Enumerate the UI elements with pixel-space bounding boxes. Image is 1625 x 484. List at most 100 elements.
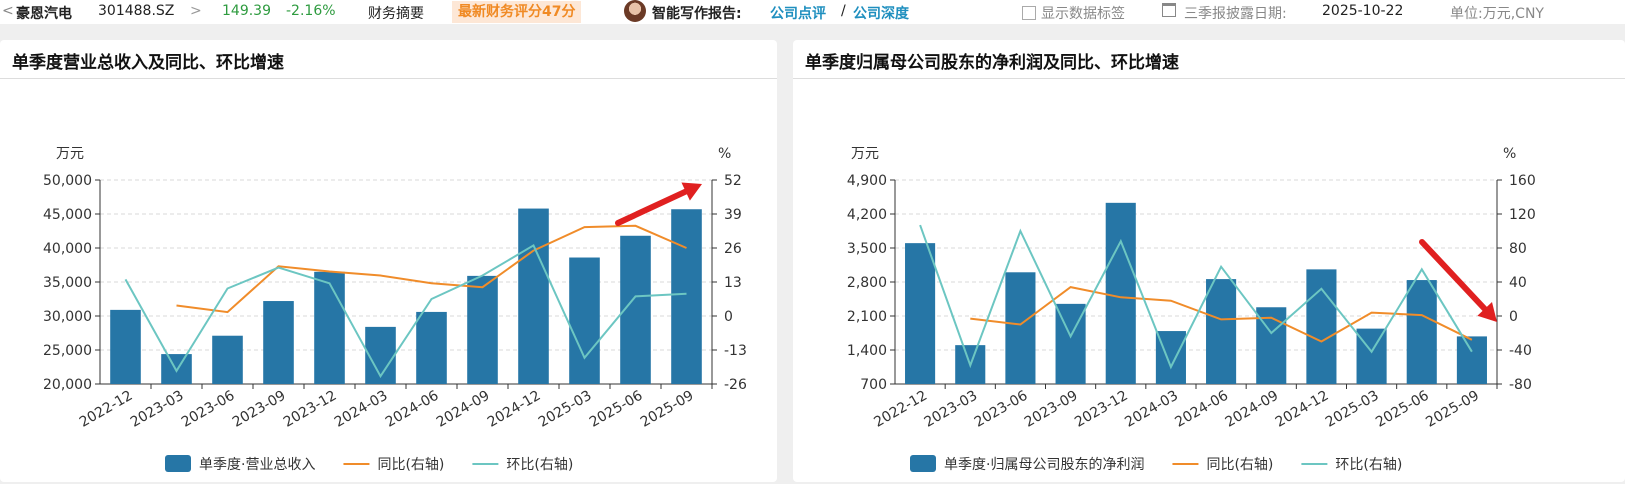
x-tick-label: 2023-09 xyxy=(1022,388,1081,431)
y-left-tick-label: 20,000 xyxy=(43,377,92,393)
y-right-tick-label: -40 xyxy=(1509,343,1532,359)
bar xyxy=(671,209,702,384)
legend-label: 单季度·归属母公司股东的净利润 xyxy=(944,456,1144,473)
bar xyxy=(467,275,498,384)
x-tick-label: 2025-06 xyxy=(1373,388,1432,431)
y-left-tick-label: 2,100 xyxy=(847,309,887,325)
profit-chart-panel: 单季度归属母公司股东的净利润及同比、环比增速 4,900 160 4,200 120 3… xyxy=(793,40,1625,482)
link-separator: / xyxy=(841,3,846,19)
y-left-tick-label: 4,200 xyxy=(847,207,887,223)
x-tick-label: 2023-03 xyxy=(128,388,187,431)
title-divider xyxy=(793,78,1625,79)
avatar xyxy=(624,0,646,22)
chart-title: 单季度营业总收入及同比、环比增速 xyxy=(12,53,284,73)
stock-price: 149.39 xyxy=(222,3,271,19)
x-tick-label: 2025-03 xyxy=(536,388,595,431)
y-right-tick-label: 120 xyxy=(1509,207,1536,223)
y-right-tick-label: 80 xyxy=(1509,241,1527,257)
y-right-tick-label: 160 xyxy=(1509,173,1536,189)
x-tick-label: 2023-03 xyxy=(922,388,981,431)
x-tick-label: 2023-06 xyxy=(972,388,1031,431)
y-right-tick-label: 13 xyxy=(724,275,742,291)
profit-chart: 4,900 160 4,200 120 3,500 80 2,800 40 2,100 0 1,40… xyxy=(847,146,1536,473)
yoy-line xyxy=(176,224,687,314)
bar xyxy=(1306,269,1337,384)
bar xyxy=(314,271,345,384)
x-tick-label: 2024-09 xyxy=(434,388,493,431)
y-right-unit: % xyxy=(718,146,731,162)
finance-summary-link[interactable]: 财务摘要 xyxy=(368,6,424,22)
y-left-tick-label: 30,000 xyxy=(43,309,92,325)
revenue-chart: 50,000 52 45,000 39 40,000 26 35,000 13 30,000 0 2… xyxy=(43,146,747,473)
calendar-icon[interactable] xyxy=(1162,3,1176,17)
bar xyxy=(569,257,600,384)
y-left-tick-label: 3,500 xyxy=(847,241,887,257)
y-right-unit: % xyxy=(1503,146,1516,162)
chart-title: 单季度归属母公司股东的净利润及同比、环比增速 xyxy=(805,53,1179,73)
bar xyxy=(110,309,141,384)
legend-label: 同比(右轴) xyxy=(1206,457,1273,473)
y-left-tick-label: 35,000 xyxy=(43,275,92,291)
legend-label: 环比(右轴) xyxy=(1335,457,1402,473)
x-tick-label: 2023-09 xyxy=(230,388,289,431)
company-review-link[interactable]: 公司点评 xyxy=(770,6,826,22)
stock-code: 301488.SZ xyxy=(98,3,175,19)
y-left-tick-label: 25,000 xyxy=(43,343,92,359)
bar xyxy=(518,208,549,384)
annotation-arrow xyxy=(615,188,689,226)
y-left-tick-label: 40,000 xyxy=(43,241,92,257)
y-left-tick-label: 2,800 xyxy=(847,275,887,291)
y-right-tick-label: -80 xyxy=(1509,377,1532,393)
price-change: -2.16% xyxy=(286,3,336,19)
x-tick-label: 2022-12 xyxy=(77,388,136,431)
company-depth-link[interactable]: 公司深度 xyxy=(853,6,909,22)
bar xyxy=(905,243,936,384)
y-left-tick-label: 50,000 xyxy=(43,173,92,189)
annotation-arrowhead xyxy=(681,182,702,201)
x-tick-label: 2025-09 xyxy=(638,388,697,431)
show-labels-text[interactable]: 显示数据标签 xyxy=(1041,6,1125,22)
y-right-tick-label: 0 xyxy=(1509,309,1518,325)
legend-label: 环比(右轴) xyxy=(506,457,573,473)
revenue-chart-panel: 单季度营业总收入及同比、环比增速 50,000 52 45,000 39 40,000 2… xyxy=(0,40,777,482)
bar xyxy=(1406,280,1437,384)
x-tick-label: 2025-09 xyxy=(1423,388,1482,431)
disclosure-date: 2025-10-22 xyxy=(1322,3,1404,19)
bar xyxy=(1105,202,1136,384)
unit-label: 单位:万元,CNY xyxy=(1450,6,1544,22)
top-bar: < 豪恩汽电 301488.SZ > 149.39 -2.16% 财务摘要 最新… xyxy=(0,0,1625,24)
bar xyxy=(263,301,294,384)
y-right-tick-label: -26 xyxy=(724,377,747,393)
x-tick-label: 2024-12 xyxy=(485,388,544,431)
back-icon[interactable]: < xyxy=(2,3,14,19)
bar xyxy=(1005,272,1036,384)
chevron-right-icon[interactable]: > xyxy=(190,3,202,19)
x-tick-label: 2024-06 xyxy=(1172,388,1231,431)
x-tick-label: 2024-12 xyxy=(1273,388,1332,431)
x-tick-label: 2023-12 xyxy=(281,388,340,431)
y-right-tick-label: 40 xyxy=(1509,275,1527,291)
y-right-tick-label: 39 xyxy=(724,207,742,223)
legend-bar-swatch xyxy=(165,455,191,472)
x-tick-label: 2024-09 xyxy=(1223,388,1282,431)
legend-label: 单季度·营业总收入 xyxy=(199,457,315,473)
x-tick-label: 2024-03 xyxy=(1122,388,1181,431)
report-label: 智能写作报告: xyxy=(652,6,742,22)
y-right-tick-label: 52 xyxy=(724,173,742,189)
legend-label: 同比(右轴) xyxy=(377,457,444,473)
y-right-tick-label: 26 xyxy=(724,241,742,257)
y-left-tick-label: 45,000 xyxy=(43,207,92,223)
bar xyxy=(1456,336,1487,384)
y-left-unit: 万元 xyxy=(851,146,879,162)
y-right-tick-label: 0 xyxy=(724,309,733,325)
score-badge[interactable]: 最新财务评分47分 xyxy=(452,1,582,23)
disclosure-label: 三季报披露日期: xyxy=(1184,6,1287,22)
y-left-tick-label: 4,900 xyxy=(847,173,887,189)
x-tick-label: 2025-03 xyxy=(1323,388,1382,431)
x-tick-label: 2023-12 xyxy=(1072,388,1131,431)
y-right-tick-label: -13 xyxy=(724,343,747,359)
y-left-unit: 万元 xyxy=(56,146,84,162)
qoq-line xyxy=(919,224,1473,370)
bar xyxy=(416,311,447,384)
x-tick-label: 2023-06 xyxy=(179,388,238,431)
